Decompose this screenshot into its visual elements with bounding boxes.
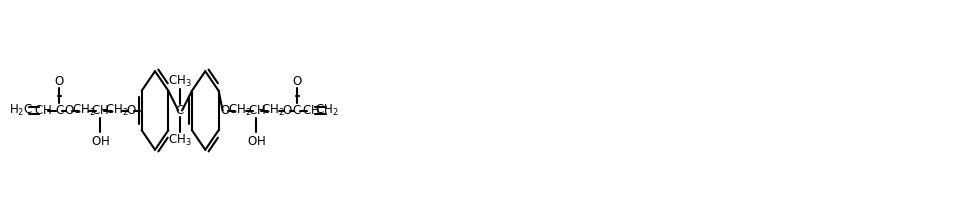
Text: $\mathsf{C}$: $\mathsf{C}$ bbox=[54, 104, 64, 117]
Text: $\mathsf{CH_2}$: $\mathsf{CH_2}$ bbox=[72, 103, 95, 118]
Text: $\mathsf{CH_2}$: $\mathsf{CH_2}$ bbox=[229, 103, 252, 118]
Text: $\mathsf{O}$: $\mathsf{O}$ bbox=[64, 104, 75, 117]
Text: $\mathsf{C}$: $\mathsf{C}$ bbox=[175, 104, 185, 117]
Text: $\mathsf{CH_3}$: $\mathsf{CH_3}$ bbox=[169, 74, 192, 89]
Text: $\mathsf{CH_2}$: $\mathsf{CH_2}$ bbox=[105, 103, 128, 118]
Text: $\mathsf{CH_2}$: $\mathsf{CH_2}$ bbox=[261, 103, 285, 118]
Text: $\mathsf{OH}$: $\mathsf{OH}$ bbox=[90, 135, 109, 148]
Text: $\mathsf{CH}$: $\mathsf{CH}$ bbox=[247, 104, 266, 117]
Text: $\mathsf{O}$: $\mathsf{O}$ bbox=[292, 74, 302, 88]
Text: $\mathsf{OH}$: $\mathsf{OH}$ bbox=[247, 135, 266, 148]
Text: $\mathsf{CH_2}$: $\mathsf{CH_2}$ bbox=[315, 103, 339, 118]
Text: $\mathsf{CH}$: $\mathsf{CH}$ bbox=[91, 104, 109, 117]
Text: $\mathsf{CH}$: $\mathsf{CH}$ bbox=[301, 104, 320, 117]
Text: $\mathsf{O}$: $\mathsf{O}$ bbox=[54, 74, 65, 88]
Text: $\mathsf{O}$: $\mathsf{O}$ bbox=[282, 104, 293, 117]
Text: $\mathsf{O}$: $\mathsf{O}$ bbox=[126, 104, 137, 117]
Text: $\mathsf{CH}$: $\mathsf{CH}$ bbox=[34, 104, 52, 117]
Text: $\mathsf{CH_3}$: $\mathsf{CH_3}$ bbox=[169, 132, 192, 147]
Text: $\mathsf{H_2C}$: $\mathsf{H_2C}$ bbox=[9, 103, 33, 118]
Text: $\mathsf{O}$: $\mathsf{O}$ bbox=[220, 104, 231, 117]
Text: $\mathsf{C}$: $\mathsf{C}$ bbox=[293, 104, 301, 117]
